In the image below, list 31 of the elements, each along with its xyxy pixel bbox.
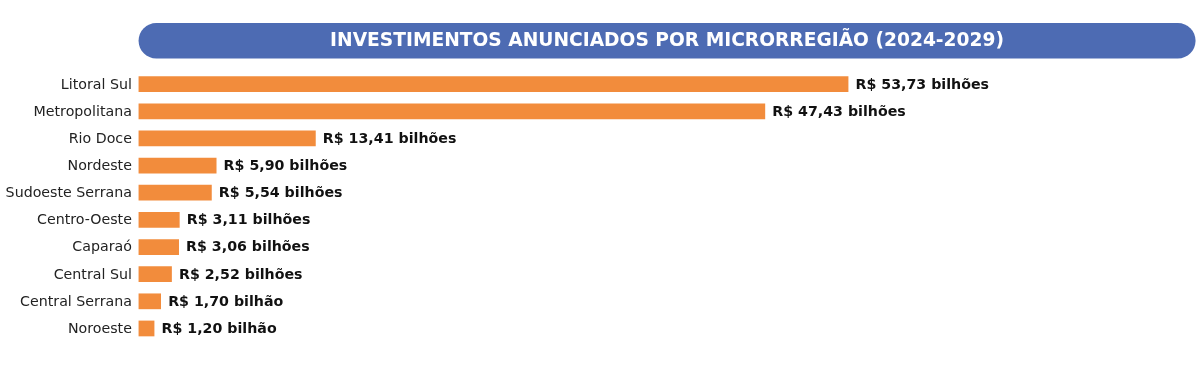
bar <box>138 157 217 174</box>
bar <box>138 184 212 201</box>
data-label: R$ 47,43 bilhões <box>772 102 906 119</box>
chart-title: INVESTIMENTOS ANUNCIADOS POR MICRORREGIÃO (2024-2029) <box>330 26 1004 50</box>
data-label: R$ 5,54 bilhões <box>218 184 343 201</box>
data-label: R$ 53,73 bilhões <box>855 75 990 92</box>
bar <box>138 239 179 255</box>
bar <box>138 103 766 120</box>
y-tick-label: Central Serrana <box>20 292 132 309</box>
y-tick-label: Rio Doce <box>68 129 132 146</box>
y-tick-label: Noroeste <box>67 319 132 336</box>
bar <box>138 212 180 228</box>
data-label: R$ 2,52 bilhões <box>178 265 303 282</box>
data-label: R$ 3,11 bilhões <box>186 211 311 228</box>
bar <box>138 293 162 310</box>
data-label: R$ 5,90 bilhões <box>223 157 348 174</box>
data-label: R$ 1,20 bilhão <box>161 319 277 336</box>
y-tick-label: Metropolitana <box>33 102 132 119</box>
data-label: R$ 13,41 bilhões <box>322 129 457 146</box>
bar <box>138 76 849 93</box>
data-label: R$ 3,06 bilhões <box>186 238 310 255</box>
y-tick-label: Central Sul <box>53 265 132 282</box>
bar <box>138 266 172 283</box>
y-tick-label: Litoral Sul <box>60 75 132 92</box>
y-tick-label: Caparaó <box>72 238 132 255</box>
y-tick-label: Nordeste <box>67 157 132 174</box>
y-tick-label: Sudoeste Serrana <box>5 184 132 201</box>
data-label: R$ 1,70 bilhão <box>168 292 284 309</box>
bar <box>138 130 316 147</box>
y-tick-label: Centro-Oeste <box>37 211 132 228</box>
bar <box>138 320 155 337</box>
